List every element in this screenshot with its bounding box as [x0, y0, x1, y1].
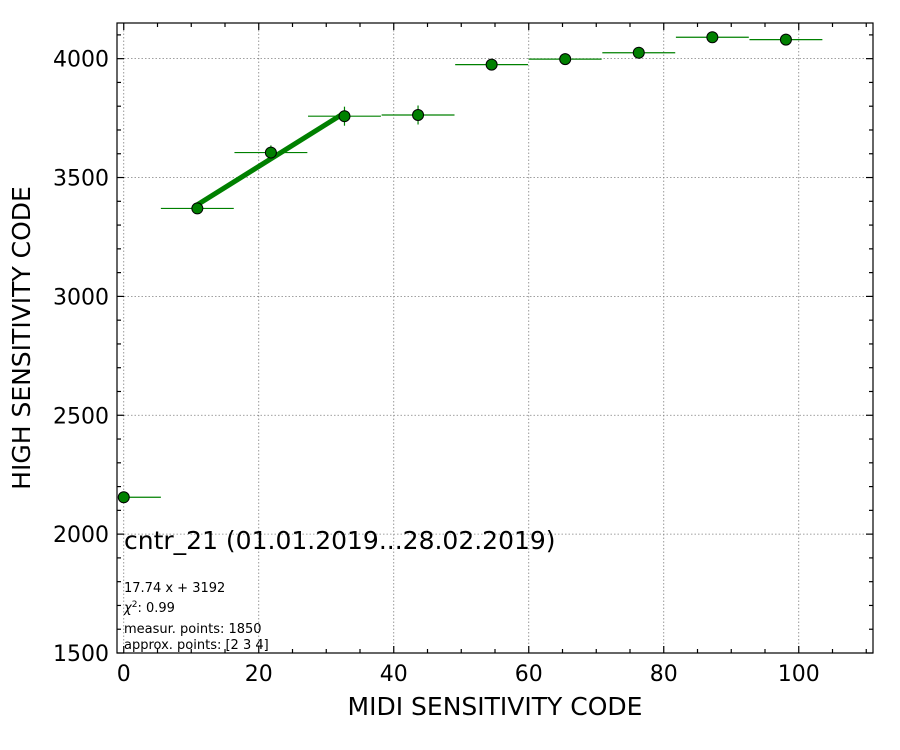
x-tick-label: 80	[650, 662, 678, 687]
data-point	[485, 58, 498, 71]
chi2-value: : 0.99	[137, 601, 174, 616]
y-tick-label: 2500	[53, 404, 109, 429]
axis-ticks	[117, 23, 873, 654]
data-point	[559, 53, 572, 66]
x-tick-label: 40	[380, 662, 408, 687]
chi-exponent: 2	[132, 600, 138, 610]
data-point	[117, 491, 130, 504]
error-bars	[123, 36, 823, 498]
data-point	[191, 202, 204, 215]
x-tick-label: 20	[245, 662, 273, 687]
annotation-approx-points: approx. points: [2 3 4]	[124, 638, 269, 653]
annotation-title: cntr_21 (01.01.2019...28.02.2019)	[124, 526, 556, 555]
x-axis-label: MIDI SENSITIVITY CODE	[348, 692, 643, 721]
data-point	[264, 146, 277, 159]
annotation-chi2: χ2: 0.99	[123, 600, 175, 616]
y-tick-label: 3000	[53, 285, 109, 310]
grid-lines	[117, 23, 873, 654]
y-tick-label: 3500	[53, 167, 109, 192]
y-axis-label: HIGH SENSITIVITY CODE	[7, 186, 36, 490]
tick-labels: 0 20 40 60 80 100 1500 2000 2500 3000 3500 4000	[53, 48, 820, 687]
data-point	[338, 110, 351, 123]
chi-symbol: χ	[123, 601, 133, 616]
data-point	[412, 109, 425, 122]
x-tick-label: 100	[778, 662, 820, 687]
data-points	[117, 31, 792, 504]
x-tick-label: 0	[117, 662, 131, 687]
data-point	[632, 46, 645, 59]
plot-frame	[116, 22, 874, 654]
y-tick-label: 1500	[53, 642, 109, 667]
annotation-equation: 17.74 x + 3192	[124, 581, 225, 596]
annotation-measur-points: measur. points: 1850	[124, 622, 262, 637]
data-point	[706, 31, 719, 44]
y-tick-label: 4000	[53, 48, 109, 73]
data-point	[779, 33, 792, 46]
x-tick-label: 60	[515, 662, 543, 687]
y-tick-label: 2000	[53, 523, 109, 548]
